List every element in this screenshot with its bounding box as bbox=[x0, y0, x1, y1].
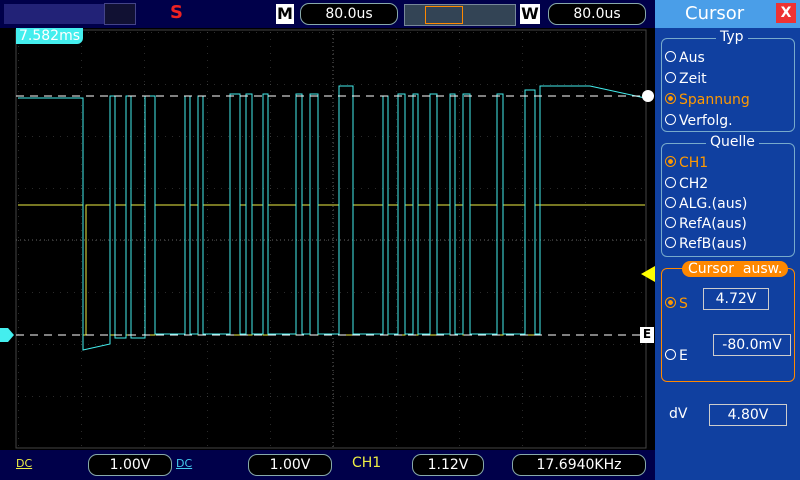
cursor-e-marker: E bbox=[640, 327, 654, 343]
option[interactable]: ALG.(aus) bbox=[665, 196, 747, 212]
ch1-coupling[interactable]: DC bbox=[16, 457, 33, 470]
ch2-trace bbox=[18, 85, 646, 351]
mode-icon[interactable]: S bbox=[170, 2, 183, 23]
type-group: Typ bbox=[661, 29, 795, 132]
s-value[interactable]: 4.72V bbox=[703, 288, 769, 310]
timebase[interactable]: 80.0us bbox=[300, 3, 398, 25]
window-overview bbox=[404, 4, 516, 26]
group-title: Cursor ausw. bbox=[682, 261, 789, 277]
option[interactable]: Verfolg. bbox=[665, 113, 733, 129]
grid bbox=[15, 29, 647, 449]
top-toolbar: S M 80.0us W 80.0us bbox=[0, 0, 655, 28]
cursor-s-marker bbox=[642, 90, 654, 102]
close-button[interactable]: X bbox=[776, 3, 796, 23]
window-time[interactable]: 80.0us bbox=[548, 3, 646, 25]
source-group: Quelle bbox=[661, 134, 795, 257]
toolbar-icons bbox=[4, 4, 104, 24]
trigger-source: CH1 bbox=[352, 455, 382, 471]
ch-marker bbox=[0, 328, 14, 342]
status-bar: DC 1.00V DC 1.00V CH1 1.12V 17.6940KHz bbox=[0, 450, 655, 480]
trigger-position: 7.582ms bbox=[16, 28, 84, 44]
option[interactable]: S bbox=[665, 296, 688, 312]
panel-title: Cursor bbox=[685, 3, 745, 24]
frequency: 17.6940KHz bbox=[512, 454, 646, 476]
delta-value: 4.80V bbox=[709, 404, 787, 426]
panel-header: Cursor X bbox=[655, 0, 800, 28]
ch2-scale[interactable]: 1.00V bbox=[248, 454, 332, 476]
group-title: Typ bbox=[716, 29, 748, 45]
ch2-coupling[interactable]: DC bbox=[176, 457, 193, 470]
e-value[interactable]: -80.0mV bbox=[713, 334, 791, 356]
option[interactable]: CH1 bbox=[665, 155, 708, 171]
option[interactable]: Aus bbox=[665, 50, 705, 66]
trigger-level[interactable]: 1.12V bbox=[412, 454, 484, 476]
window-label: W bbox=[520, 4, 540, 24]
toolbar-blank bbox=[104, 3, 136, 25]
option[interactable]: Zeit bbox=[665, 71, 707, 87]
selector-arrow bbox=[641, 266, 655, 282]
option[interactable]: Spannung bbox=[665, 92, 750, 108]
cursor-select-group: Cursor ausw. bbox=[661, 261, 795, 382]
cursor-panel: Cursor X Typ Aus Zeit Spannung Verfolg. … bbox=[641, 0, 800, 480]
option[interactable]: RefA(aus) bbox=[665, 216, 747, 232]
option[interactable]: RefB(aus) bbox=[665, 236, 747, 252]
option[interactable]: E bbox=[665, 348, 688, 364]
timebase-label: M bbox=[276, 4, 294, 24]
waveform-area bbox=[0, 29, 654, 449]
delta-label: dV bbox=[669, 406, 688, 422]
option[interactable]: CH2 bbox=[665, 176, 708, 192]
ch1-scale[interactable]: 1.00V bbox=[88, 454, 172, 476]
group-title: Quelle bbox=[706, 134, 759, 150]
